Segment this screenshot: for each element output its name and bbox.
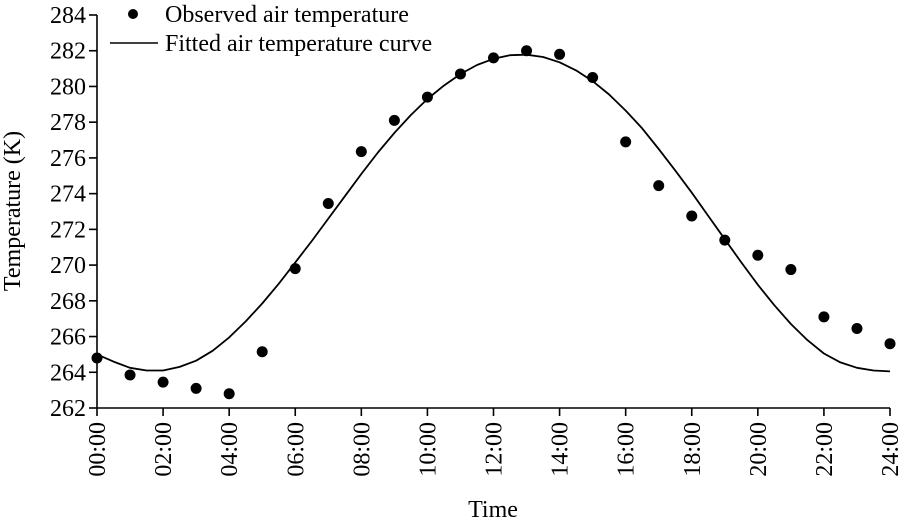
observed-data-point [785, 264, 797, 276]
observed-data-point [223, 388, 235, 400]
x-tick-label: 04:00 [217, 422, 243, 477]
x-tick-label: 22:00 [812, 422, 838, 477]
y-tick-label: 274 [50, 182, 86, 208]
observed-data-point [620, 136, 632, 148]
x-tick-label: 14:00 [548, 422, 574, 477]
observed-data-point [157, 376, 169, 388]
y-tick-label: 270 [50, 253, 86, 279]
y-tick-label: 280 [50, 74, 86, 100]
observed-data-point [256, 346, 268, 358]
observed-data-point [818, 311, 830, 323]
y-tick-label: 282 [50, 39, 86, 65]
y-tick-label: 262 [50, 396, 86, 422]
x-tick-label: 02:00 [151, 422, 177, 477]
x-tick-label: 24:00 [878, 422, 900, 477]
observed-data-point [851, 323, 863, 335]
plot-area [91, 45, 896, 400]
y-tick-label: 264 [50, 360, 86, 386]
observed-data-point [653, 180, 665, 192]
observed-data-point [190, 382, 202, 394]
y-tick-label: 266 [50, 325, 86, 351]
observed-data-point [91, 352, 103, 364]
observed-data-point [554, 48, 566, 60]
observed-data-point [322, 197, 334, 209]
observed-data-point [421, 91, 433, 103]
x-tick-label: 18:00 [680, 422, 706, 477]
observed-data-point [488, 52, 499, 64]
observed-data-point [289, 263, 301, 275]
y-tick-label: 272 [50, 217, 86, 243]
y-tick-label: 276 [50, 146, 86, 172]
x-ticks: 00:00 02:00 04:00 06:00 08:00 10:00 12:00 14:00… [85, 408, 900, 477]
legend-label-fitted: Fitted air temperature curve [165, 31, 432, 57]
observed-data-point [884, 338, 896, 350]
x-tick-label: 20:00 [746, 422, 772, 477]
fitted-curve-line [96, 53, 891, 373]
x-axis-label: Time [468, 497, 518, 521]
observed-data-point [686, 210, 698, 222]
observed-data-point [587, 72, 599, 84]
y-axis-label: Temperature (K) [0, 131, 26, 291]
observed-data-point [454, 68, 466, 80]
observed-data-point [752, 249, 764, 261]
observed-data-point [719, 234, 731, 246]
observed-data-point [388, 114, 400, 126]
observed-data-point [355, 146, 367, 158]
y-tick-label: 284 [50, 3, 86, 29]
legend: Observed air temperature Fitted air temp… [110, 2, 432, 57]
legend-marker-observed [128, 9, 138, 19]
x-tick-label: 00:00 [85, 422, 111, 477]
x-tick-label: 06:00 [283, 422, 309, 477]
y-tick-label: 268 [50, 289, 86, 315]
x-tick-label: 16:00 [614, 422, 640, 477]
observed-data-point [124, 369, 136, 381]
legend-label-observed: Observed air temperature [165, 2, 409, 28]
x-tick-label: 10:00 [415, 422, 441, 477]
y-ticks: 262 264 266 268 270 272 274 276 278 280 282 284 [50, 3, 97, 422]
x-tick-label: 08:00 [349, 422, 375, 477]
y-tick-label: 278 [50, 110, 86, 136]
observed-data-point [521, 45, 533, 57]
x-tick-label: 12:00 [482, 422, 508, 477]
